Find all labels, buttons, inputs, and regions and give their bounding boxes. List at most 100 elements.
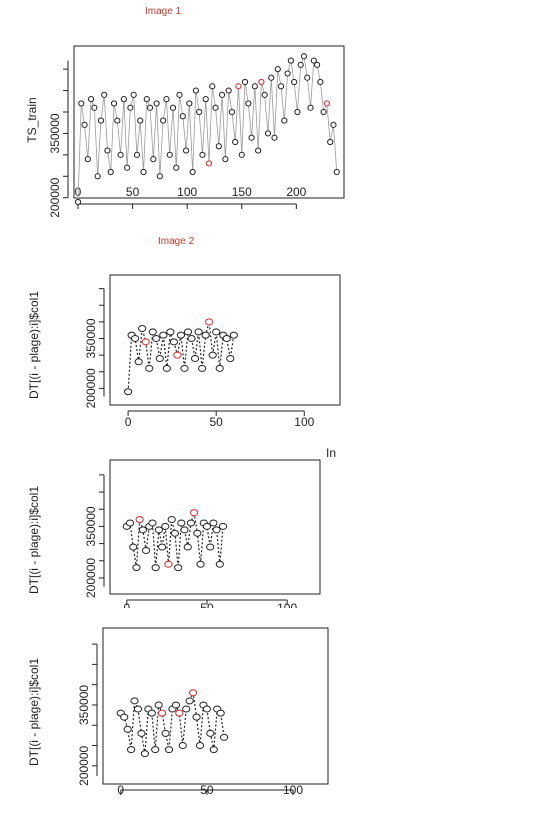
crop-mask [100,608,340,614]
data-point [81,121,88,128]
data-point [261,91,268,98]
chart-4: 0 50 100 200000 350000 DT[(i - plage):i]$col1 [27,627,329,797]
data-point [271,134,278,141]
data-point [199,151,206,158]
data-point [157,543,167,551]
data-point [320,108,327,116]
data-point [274,66,281,73]
data-point [219,91,226,98]
data-point [146,104,154,111]
data-point [226,354,235,362]
data-point [310,57,317,64]
data-point [101,91,108,98]
y-tick-label: 350000 [77,685,91,725]
data-point [129,543,138,551]
data-point [222,335,231,343]
data-point [179,113,186,120]
x-tick-label: 50 [200,783,214,797]
x-tick-label: 50 [210,415,224,429]
data-point [164,746,174,754]
x-tick-label: 0 [117,783,124,797]
highlight-point [189,689,198,697]
plot-frame [109,274,341,406]
highlight-point [323,100,330,107]
data-point [190,354,200,362]
data-point [194,328,203,336]
highlight-point [158,709,167,717]
highlight-point [258,78,265,86]
data-point [202,96,209,103]
x-tick-label: 100 [283,783,303,797]
data-point [130,697,139,705]
data-point [192,713,201,721]
data-point [176,331,186,339]
data-point [153,100,160,107]
data-point [91,104,98,111]
data-point [195,742,205,750]
data-point [107,168,114,176]
data-point [212,526,221,534]
data-point [284,70,291,77]
data-point [186,519,196,527]
data-point [268,74,275,81]
data-point [317,78,324,86]
plot-frame [102,627,329,785]
highlight-point [135,516,144,524]
data-point [169,104,177,111]
data-point [170,529,180,537]
data-point [327,138,334,146]
data-point [297,61,304,68]
y-tick-label: 200000 [84,558,98,598]
data-point [120,713,129,721]
data-point [241,78,249,86]
data-point [134,358,143,366]
data-point [183,543,192,551]
data-point [307,104,314,111]
y-tick-label: 200000 [77,745,91,785]
data-point [138,526,147,534]
data-point [212,328,221,336]
x-tick-label: 150 [232,185,252,199]
data-point [251,83,258,90]
data-point [166,328,175,336]
data-point [132,564,141,572]
data-point [171,701,180,709]
data-point [127,104,134,111]
chart-2: 0 50 100 200000 350000 DT[(i - plage):i]$col1 [27,274,341,429]
data-point [183,328,193,336]
highlight-point [141,338,150,346]
data-point [133,151,141,158]
data-point [154,701,163,709]
y-axis-label: TS_train [25,97,39,142]
data-point [304,74,311,81]
data-point [186,100,193,107]
data-point [147,709,156,717]
data-point [202,705,211,713]
data-point [333,168,340,176]
data-point [133,705,143,713]
data-point [163,96,170,103]
plot-frame [73,45,345,199]
data-point [218,522,228,530]
data-point [330,121,337,128]
data-point [88,96,95,103]
data-point [313,61,321,68]
data-point [294,108,301,116]
y-tick-label: 350000 [84,318,98,358]
data-point [151,564,160,572]
data-point [209,519,218,527]
data-point [137,729,146,737]
data-point [215,364,224,372]
data-point [74,198,82,206]
y-axis-label: DT[(i - plage):i]$col1 [27,658,41,766]
data-point [138,325,147,333]
caption-image-1: Image 1 [145,6,182,17]
data-point [300,53,308,60]
data-point [187,335,196,343]
data-point [193,529,202,537]
data-point [94,173,101,180]
data-point [220,733,229,741]
highlight-point [205,318,214,326]
data-point [180,526,189,534]
